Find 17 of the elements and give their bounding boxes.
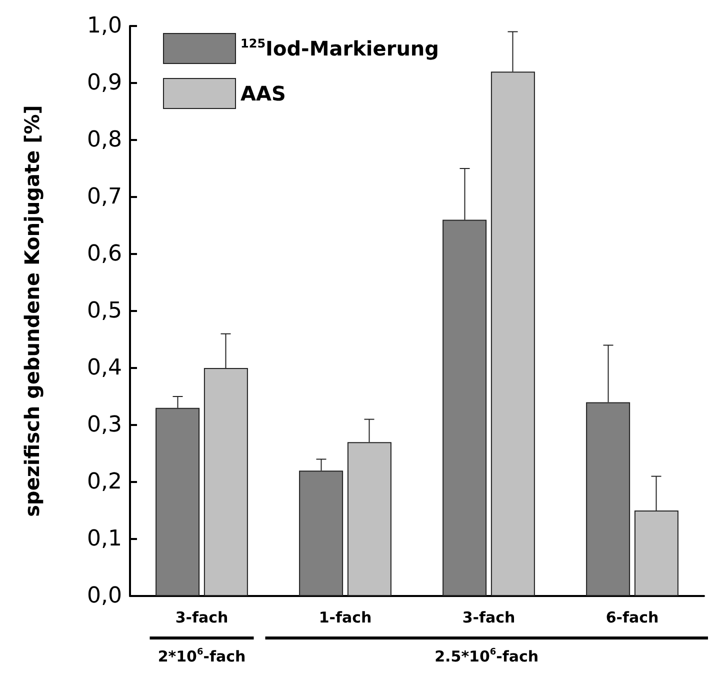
y-tick-label: 0,1 [87,526,122,552]
x-tick-label: 6-fach [606,608,659,626]
legend-label: AAS [240,82,286,106]
y-tick-label: 0,6 [87,242,122,266]
y-tick-label: 0,0 [87,584,122,608]
y-tick-label: 1,0 [87,14,122,38]
y-tick-label: 0,5 [87,298,122,324]
y-tick-label: 0,7 [87,184,122,210]
y-tick-label: 0,8 [87,128,122,152]
x-tick-label: 3-fach [175,608,228,626]
x-tick-label: 1-fach [318,608,372,626]
x-tick-label: 3-fach [462,608,516,626]
y-tick-label: 0,4 [87,356,122,380]
y-axis-title: spezifisch gebundene Konjugate [%] [20,105,44,517]
y-tick-label: 0,2 [87,470,122,494]
y-tick-label: 0,9 [87,70,122,96]
y-tick-label: 0,3 [87,412,122,438]
